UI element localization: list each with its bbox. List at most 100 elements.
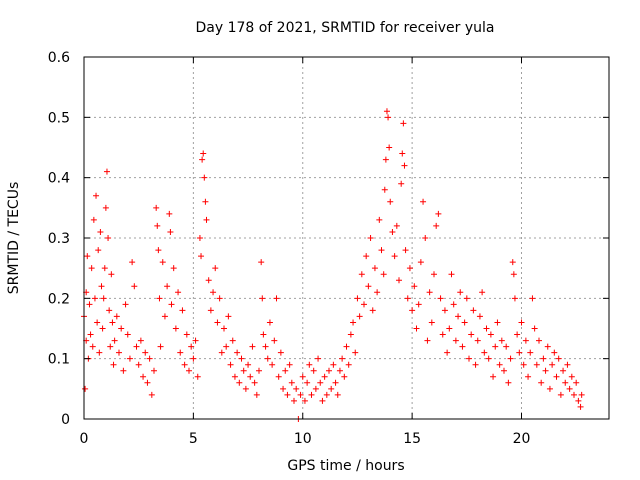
data-point [288,379,295,386]
data-point [374,289,381,296]
data-point [413,325,420,332]
data-point [122,301,129,308]
data-point [424,337,431,344]
data-point [245,361,252,368]
data-point [546,385,553,392]
data-point [328,385,335,392]
data-point [157,343,164,350]
data-point [553,373,560,380]
data-point [98,283,105,290]
data-point [183,331,190,338]
data-point [166,210,173,217]
data-point [356,313,363,320]
data-point [93,192,100,199]
data-point [474,337,481,344]
data-point [381,186,388,193]
y-tick-label: 0.6 [48,50,70,66]
data-point [326,367,332,374]
axis-ticks: 0 5 10 15 20 0 0.1 0.2 0.3 0.4 0.5 0.6 [48,50,609,447]
data-point [452,337,459,344]
data-point [347,331,354,338]
data-point [518,319,525,326]
data-point [315,355,322,362]
data-point [393,222,400,229]
data-point [205,277,212,284]
data-point [103,168,110,175]
data-point [177,349,184,356]
data-point [198,253,205,260]
data-point [498,337,505,344]
data-point [494,319,501,326]
data-point [172,325,179,332]
data-point [286,361,293,368]
data-point [529,295,536,302]
data-point [332,379,339,386]
data-point [111,337,118,344]
data-point [101,265,108,272]
data-point [196,235,203,241]
data-point [525,373,532,380]
data-point [350,319,357,326]
data-point [251,379,258,386]
data-point [505,379,512,386]
data-point [402,247,409,254]
data-point [363,253,370,260]
data-point [148,391,155,398]
data-point [461,319,468,326]
data-point [113,313,120,320]
data-point [383,108,390,115]
data-point [202,198,209,205]
data-point [312,385,319,392]
data-point [336,367,343,374]
data-point [154,222,161,229]
data-point [90,216,97,223]
data-point [483,325,490,332]
data-point [551,349,558,356]
data-point [86,301,93,308]
data-point [415,301,422,308]
data-point [310,367,317,374]
data-point [365,283,372,290]
data-point [376,216,383,223]
data-point [87,331,94,338]
data-point [507,355,514,362]
data-point [231,373,238,380]
data-point [89,343,96,350]
data-point [140,373,147,380]
data-point [527,349,534,356]
y-tick-label: 0.2 [48,291,70,307]
y-tick-label: 0 [61,412,70,428]
data-point [433,222,440,229]
data-point [142,349,149,356]
data-point [137,337,144,344]
data-point [444,349,451,356]
data-point [207,307,214,314]
data-point [106,307,113,314]
data-point [441,307,448,314]
data-point [400,120,407,127]
data-point [398,180,405,187]
data-point [560,367,567,374]
data-point [323,391,330,398]
data-point [555,355,562,362]
data-point [203,216,210,223]
data-point [446,325,453,332]
x-tick-label: 0 [80,431,89,447]
data-point [345,361,352,368]
data-point [479,289,486,296]
data-point [146,355,153,362]
data-point [391,253,398,260]
data-point [280,385,287,392]
data-point [304,379,311,386]
data-point [369,307,376,314]
data-point [97,228,104,235]
data-point [472,361,479,368]
data-point [161,313,168,320]
data-point [573,379,580,386]
data-point [352,349,359,356]
data-point [199,156,206,163]
x-tick-label: 20 [513,431,531,447]
data-point [411,283,418,290]
data-point [168,301,175,308]
